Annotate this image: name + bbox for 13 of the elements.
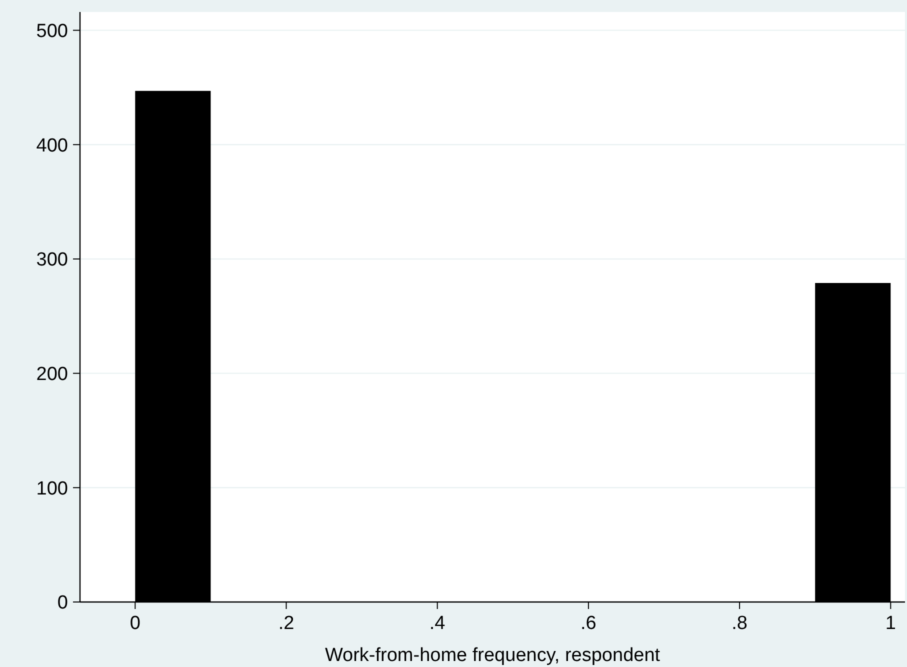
y-tick-label: 500 xyxy=(36,20,68,42)
y-tick-label: 100 xyxy=(36,478,68,500)
x-axis-title: Work-from-home frequency, respondent xyxy=(324,645,661,666)
y-tick-label: 400 xyxy=(36,135,68,156)
x-tick-label: .4 xyxy=(429,613,446,634)
x-tick-label: .8 xyxy=(732,613,748,634)
y-tick-label: 200 xyxy=(36,364,68,385)
x-tick-label: 1 xyxy=(885,613,896,634)
y-tick-label: 0 xyxy=(57,592,68,614)
x-tick-label: .6 xyxy=(580,613,596,634)
x-tick-label: 0 xyxy=(130,613,140,634)
y-tick-label: 300 xyxy=(36,250,68,271)
x-tick-label: .2 xyxy=(278,613,294,634)
